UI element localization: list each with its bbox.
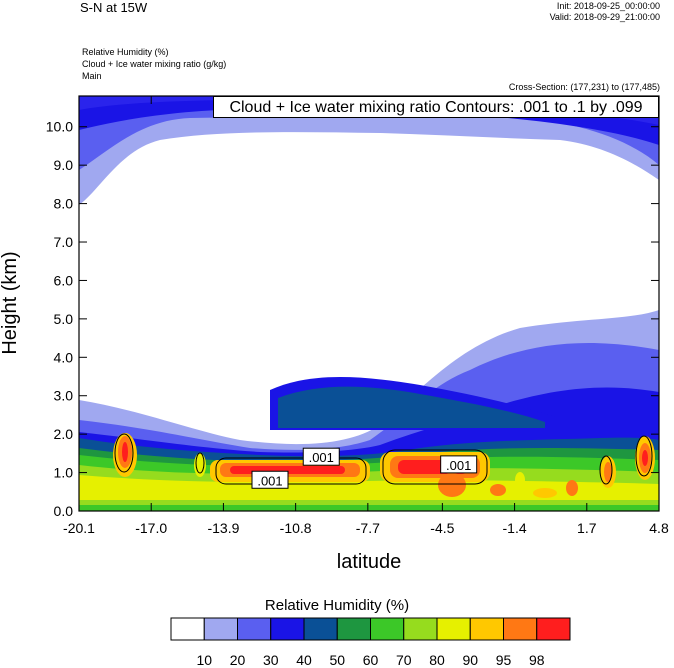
colorbar-swatch	[403, 617, 438, 641]
field-relative-humidity: Relative Humidity (%)	[82, 47, 169, 57]
humidity-field	[79, 96, 659, 511]
cloud-contours	[114, 433, 653, 485]
x-axis-label: latitude	[337, 551, 402, 573]
x-tick-label: 4.8	[649, 520, 669, 536]
colorbar-label: 30	[263, 652, 279, 668]
init-time: Init: 2018-09-25_00:00:00	[556, 1, 660, 11]
y-tick-label: 10.0	[46, 119, 73, 135]
x-tick-label: -7.7	[356, 520, 380, 536]
contour-label-layer: .001 .001 .001	[251, 447, 478, 489]
colorbar-swatch	[170, 617, 205, 641]
field-cloud-ice: Cloud + Ice water mixing ratio (g/kg)	[82, 59, 227, 69]
colorbar-label: 90	[462, 652, 478, 668]
colorbar-title: Relative Humidity (%)	[264, 597, 410, 614]
x-tick-label: -10.8	[280, 520, 312, 536]
colorbar-swatch	[237, 617, 272, 641]
x-tick-label: -1.4	[503, 520, 527, 536]
colorbar-label: 80	[429, 652, 445, 668]
colorbar-swatch	[336, 617, 371, 641]
x-axis: -20.1 -17.0 -13.9 -10.8 -7.7 -4.5 -1.4 1.7 4.8	[63, 96, 669, 536]
colorbar-label: 60	[363, 652, 379, 668]
x-tick-label: -20.1	[63, 520, 95, 536]
y-tick-label: 2.0	[54, 426, 74, 442]
colorbar-swatch	[503, 617, 538, 641]
y-tick-label: 8.0	[54, 196, 74, 212]
colorbar-swatch	[536, 617, 571, 641]
contour-label-box	[302, 447, 340, 466]
colorbar: 10 20 30 40 50 60 70 80 90 95 98	[170, 617, 571, 668]
colorbar-swatch	[370, 617, 405, 641]
y-axis: 0.0 1.0 2.0 3.0 4.0 5.0 6.0 7.0 8.0 9.0 10.0	[46, 119, 659, 519]
contour-label-box	[251, 470, 289, 489]
colorbar-swatch	[436, 617, 471, 641]
cross-section-label: Cross-Section: (177,231) to (177,485)	[508, 82, 660, 92]
contour-label: .001	[302, 447, 340, 466]
y-tick-label: 4.0	[54, 349, 74, 365]
x-tick-label: 1.7	[577, 520, 597, 536]
contour-label: .001	[440, 455, 478, 474]
y-tick-label: 0.0	[54, 503, 74, 519]
y-tick-label: 7.0	[54, 234, 74, 250]
colorbar-label: 95	[496, 652, 512, 668]
colorbar-label: 98	[529, 652, 545, 668]
colorbar-label: 20	[230, 652, 246, 668]
y-tick-label: 6.0	[54, 272, 74, 288]
y-tick-label: 5.0	[54, 311, 74, 327]
y-axis-label: Height (km)	[0, 251, 21, 354]
colorbar-swatch	[303, 617, 338, 641]
colorbar-label: 50	[329, 652, 345, 668]
colorbar-swatch	[469, 617, 504, 641]
contour-label-text: .001	[257, 473, 282, 488]
contour-label-text: .001	[446, 458, 471, 473]
x-tick-label: -17.0	[135, 520, 167, 536]
contour-label-box	[440, 455, 478, 474]
contour-label-text: .001	[309, 450, 334, 465]
field-main: Main	[82, 71, 102, 81]
colorbar-label: 40	[296, 652, 312, 668]
y-tick-label: 9.0	[54, 157, 74, 173]
colorbar-label: 70	[396, 652, 412, 668]
y-tick-label: 1.0	[54, 465, 74, 481]
contour-info-box: Cloud + Ice water mixing ratio Contours:…	[213, 96, 659, 118]
y-tick-label: 3.0	[54, 388, 74, 404]
colorbar-swatch	[270, 617, 305, 641]
plot-title: S-N at 15W	[80, 0, 148, 15]
colorbar-swatch	[203, 617, 238, 641]
contour-label: .001	[251, 470, 289, 489]
x-tick-label: -4.5	[430, 520, 454, 536]
colorbar-label: 10	[196, 652, 212, 668]
valid-time: Valid: 2018-09-29_21:00:00	[549, 12, 660, 22]
x-tick-label: -13.9	[207, 520, 239, 536]
